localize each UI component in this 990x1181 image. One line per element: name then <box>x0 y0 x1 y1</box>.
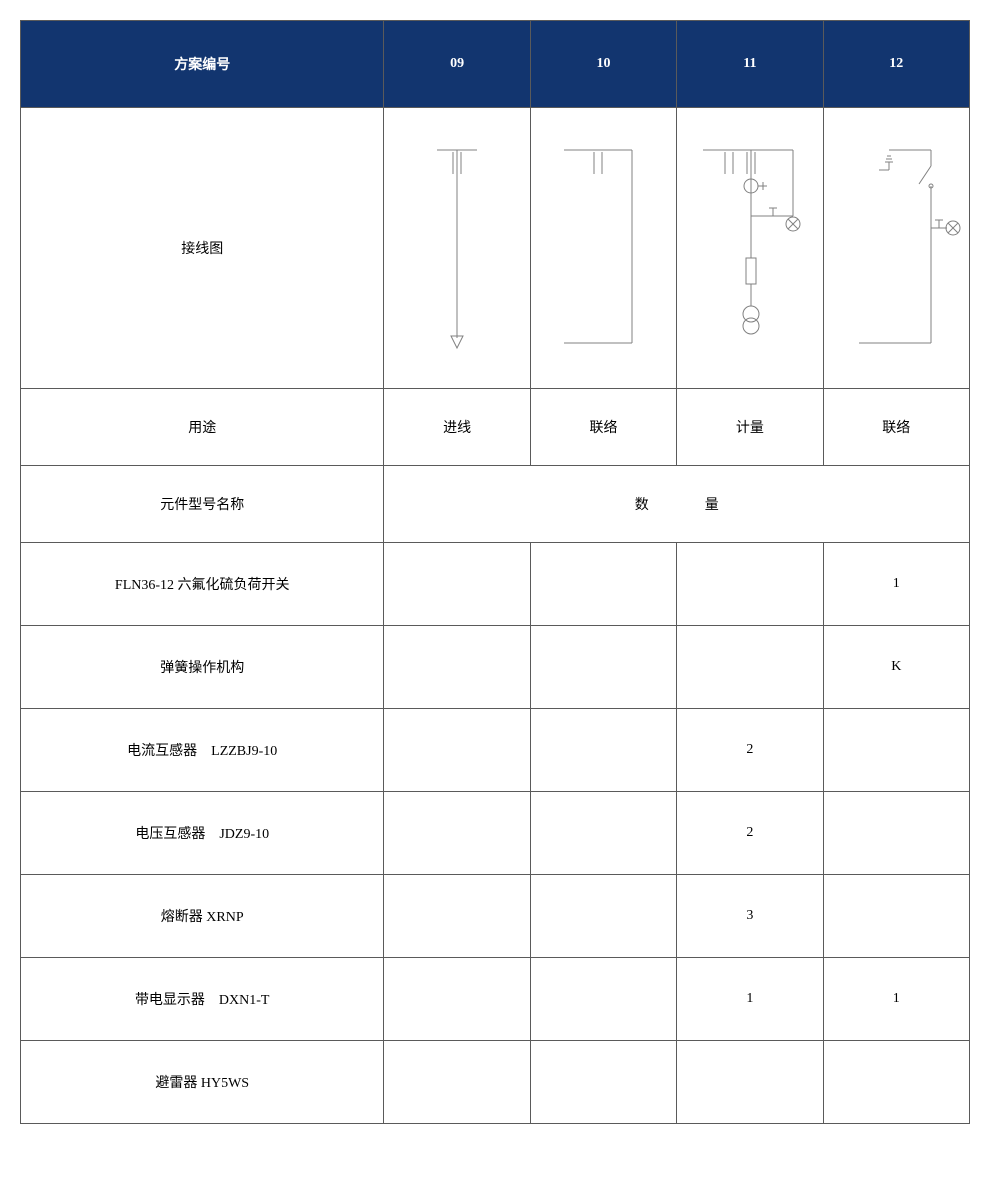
item-val <box>677 1041 823 1124</box>
header-col-11: 11 <box>677 21 823 108</box>
item-val: 1 <box>823 958 969 1041</box>
usage-09: 进线 <box>384 389 530 466</box>
diagram-09 <box>384 108 530 389</box>
header-row: 方案编号 09 10 11 12 <box>21 21 970 108</box>
item-label: 熔断器 XRNP <box>21 875 384 958</box>
item-val <box>823 709 969 792</box>
item-val <box>384 958 530 1041</box>
item-val <box>384 875 530 958</box>
item-label: 弹簧操作机构 <box>21 626 384 709</box>
diagram-10 <box>530 108 676 389</box>
usage-row: 用途 进线 联络 计量 联络 <box>21 389 970 466</box>
item-val <box>530 1041 676 1124</box>
diagram-12 <box>823 108 969 389</box>
item-label: 带电显示器 DXN1-T <box>21 958 384 1041</box>
header-scheme-label: 方案编号 <box>21 21 384 108</box>
wiring-diagram-row: 接线图 <box>21 108 970 389</box>
table-row: 避雷器 HY5WS <box>21 1041 970 1124</box>
component-header-row: 元件型号名称 数 量 <box>21 466 970 543</box>
header-col-10: 10 <box>530 21 676 108</box>
item-val <box>384 709 530 792</box>
table-row: FLN36-12 六氟化硫负荷开关 1 <box>21 543 970 626</box>
item-val <box>823 792 969 875</box>
item-val: 1 <box>677 958 823 1041</box>
header-col-12: 12 <box>823 21 969 108</box>
item-label: 避雷器 HY5WS <box>21 1041 384 1124</box>
diagram-11 <box>677 108 823 389</box>
item-val <box>530 792 676 875</box>
item-val: 2 <box>677 709 823 792</box>
usage-label: 用途 <box>21 389 384 466</box>
item-val <box>823 1041 969 1124</box>
item-val <box>677 626 823 709</box>
component-header-label: 元件型号名称 <box>21 466 384 543</box>
item-val <box>384 626 530 709</box>
item-val: K <box>823 626 969 709</box>
item-val: 3 <box>677 875 823 958</box>
header-col-09: 09 <box>384 21 530 108</box>
item-label: 电流互感器 LZZBJ9-10 <box>21 709 384 792</box>
scheme-table: 方案编号 09 10 11 12 接线图 <box>20 20 970 1124</box>
item-val <box>384 792 530 875</box>
item-label: 电压互感器 JDZ9-10 <box>21 792 384 875</box>
table-row: 弹簧操作机构 K <box>21 626 970 709</box>
usage-12: 联络 <box>823 389 969 466</box>
component-header-qty: 数 量 <box>384 466 970 543</box>
item-val <box>384 1041 530 1124</box>
item-val: 1 <box>823 543 969 626</box>
item-val <box>384 543 530 626</box>
usage-11: 计量 <box>677 389 823 466</box>
item-label: FLN36-12 六氟化硫负荷开关 <box>21 543 384 626</box>
table-row: 电流互感器 LZZBJ9-10 2 <box>21 709 970 792</box>
item-val <box>530 543 676 626</box>
item-val <box>530 709 676 792</box>
item-val <box>530 875 676 958</box>
usage-10: 联络 <box>530 389 676 466</box>
item-val <box>530 958 676 1041</box>
table-row: 带电显示器 DXN1-T 1 1 <box>21 958 970 1041</box>
item-val <box>823 875 969 958</box>
table-row: 熔断器 XRNP 3 <box>21 875 970 958</box>
wiring-label: 接线图 <box>21 108 384 389</box>
table-row: 电压互感器 JDZ9-10 2 <box>21 792 970 875</box>
item-val <box>677 543 823 626</box>
item-val: 2 <box>677 792 823 875</box>
item-val <box>530 626 676 709</box>
